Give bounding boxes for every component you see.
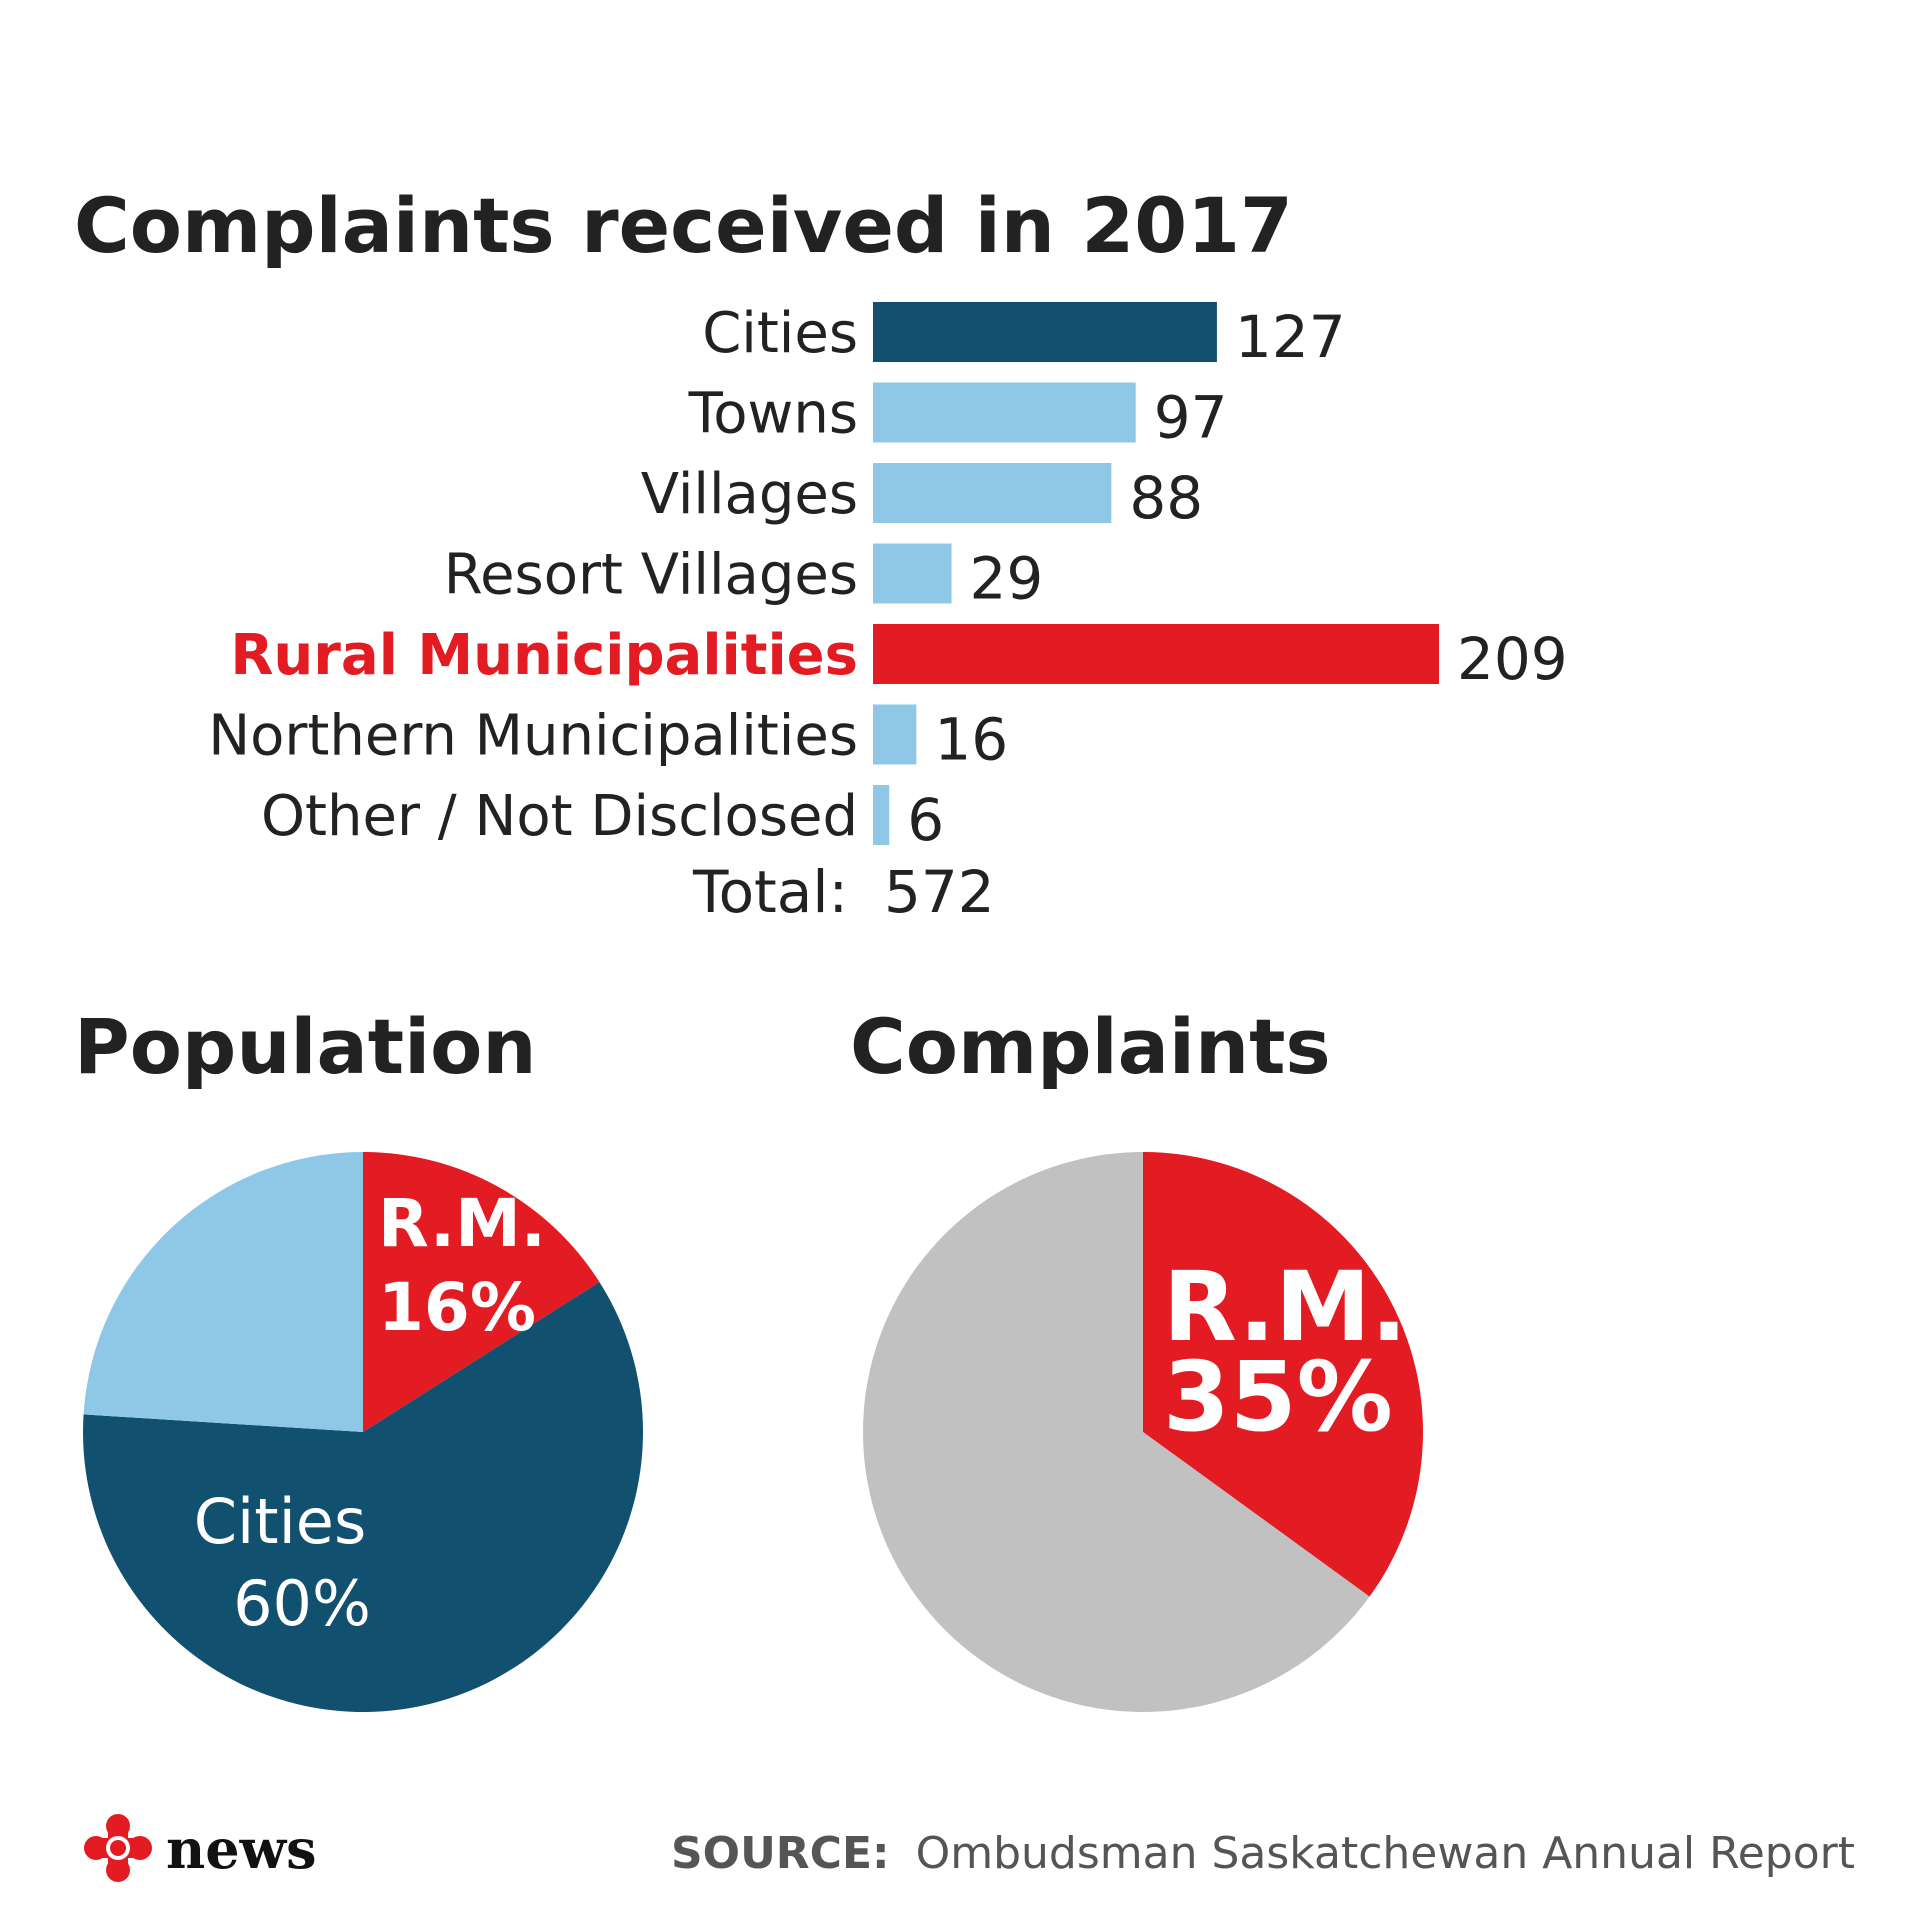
source-line: SOURCE: Ombudsman Saskatchewan Annual Re… bbox=[671, 1828, 1855, 1879]
bar-chart-title: Complaints received in 2017 bbox=[74, 181, 1293, 270]
pie-complaints-slice-rm bbox=[1143, 1152, 1423, 1597]
bar-label-other-not-disclosed: Other / Not Disclosed bbox=[261, 784, 858, 849]
population-pie-title: Population bbox=[74, 1002, 536, 1091]
bar-value-rural-municipalities: 209 bbox=[1457, 625, 1568, 693]
pie-population-slice-cities bbox=[83, 1281, 644, 1713]
logo-text: news bbox=[166, 1817, 317, 1881]
bar-northern-municipalities bbox=[873, 704, 917, 765]
pie-complaints-slice-other bbox=[863, 1152, 1370, 1712]
bar-rural-municipalities bbox=[873, 624, 1439, 684]
bar-villages bbox=[873, 463, 1112, 523]
bar-label-villages: Villages bbox=[641, 462, 858, 527]
bar-chart: Cities 127 Towns 97 Villages 88 Resort Village… bbox=[208, 301, 1567, 854]
bar-cities bbox=[873, 302, 1217, 362]
bar-other-not-disclosed bbox=[873, 785, 890, 845]
pie-population-label-cities-pct: 60% bbox=[233, 1567, 371, 1640]
bar-label-rural-municipalities: Rural Municipalities bbox=[230, 623, 858, 688]
bar-resort-villages bbox=[873, 543, 952, 604]
source-label: SOURCE: bbox=[671, 1828, 890, 1879]
bar-label-northern-municipalities: Northern Municipalities bbox=[208, 704, 858, 769]
source-text: Ombudsman Saskatchewan Annual Report bbox=[916, 1828, 1855, 1879]
pie-complaints-label-rm-pct: 35% bbox=[1163, 1341, 1393, 1453]
bar-value-towns: 97 bbox=[1154, 384, 1228, 452]
bar-towns bbox=[873, 382, 1136, 443]
complaints-pie: R.M.35% bbox=[863, 1152, 1423, 1712]
bar-label-resort-villages: Resort Villages bbox=[444, 543, 858, 608]
bar-label-towns: Towns bbox=[688, 382, 858, 447]
cbc-gem-icon bbox=[84, 1814, 152, 1882]
pie-complaints-label-rm-name: R.M. bbox=[1163, 1251, 1407, 1363]
pie-population-slice-other bbox=[83, 1152, 363, 1432]
bar-value-cities: 127 bbox=[1235, 303, 1346, 371]
bar-value-villages: 88 bbox=[1129, 464, 1203, 532]
population-pie: R.M.16% Cities 60% bbox=[83, 1152, 644, 1713]
pie-population-label-rm-pct: 16% bbox=[378, 1269, 536, 1346]
pie-population-slice-rm bbox=[363, 1152, 600, 1432]
bar-value-northern-municipalities: 16 bbox=[934, 706, 1008, 774]
total-label: Total: bbox=[692, 858, 848, 926]
bar-label-cities: Cities bbox=[702, 301, 858, 366]
complaints-pie-title: Complaints bbox=[850, 1002, 1331, 1091]
total-value: 572 bbox=[884, 858, 995, 926]
bar-value-other-not-disclosed: 6 bbox=[907, 786, 944, 854]
bar-value-resort-villages: 29 bbox=[970, 545, 1044, 613]
pie-population-label-cities-name: Cities bbox=[194, 1485, 367, 1558]
pie-population-label-rm-name: R.M. bbox=[378, 1185, 546, 1262]
